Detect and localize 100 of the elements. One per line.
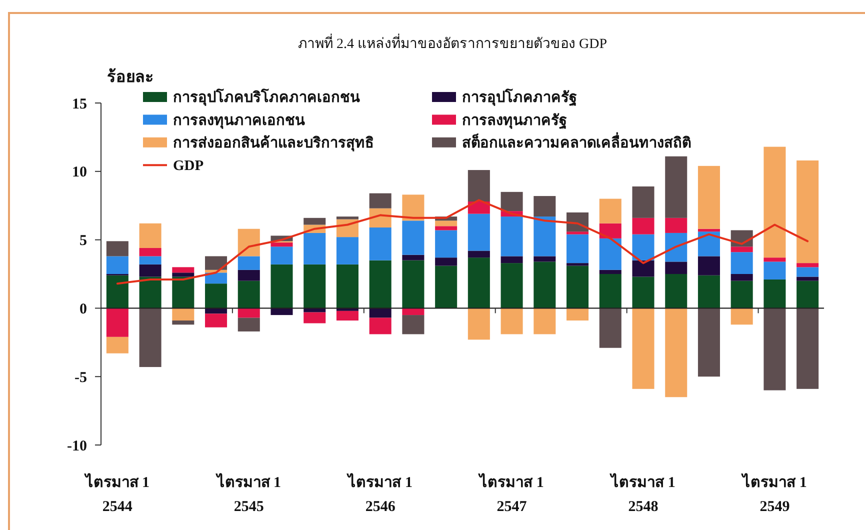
x-tick-label: ไตรมาส 1 2547 — [478, 472, 544, 515]
bar — [238, 228, 260, 256]
bar — [698, 308, 720, 377]
bar — [468, 250, 490, 258]
bar — [698, 275, 720, 308]
bar — [270, 308, 293, 316]
bar — [402, 260, 424, 308]
bar — [270, 246, 293, 264]
y-tick-label: 15 — [72, 96, 87, 112]
x-tick-label: ไตรมาส 1 2548 — [609, 472, 676, 515]
bar — [106, 275, 128, 308]
bar — [764, 262, 786, 280]
bar — [270, 264, 293, 308]
bar — [468, 170, 490, 202]
bar — [665, 232, 688, 262]
bar — [566, 232, 589, 234]
y-tick-label: 5 — [80, 233, 87, 250]
bar — [369, 193, 392, 208]
bar — [238, 256, 260, 270]
bar — [369, 227, 392, 260]
bar — [468, 258, 490, 308]
bar — [599, 274, 622, 308]
legend-label: การลงทุนภาคเอกชน — [173, 112, 305, 129]
bar — [534, 256, 556, 262]
bar — [270, 242, 293, 247]
bar — [468, 214, 490, 251]
bar — [172, 276, 194, 308]
bar — [730, 246, 753, 252]
bar — [534, 196, 556, 217]
bar — [106, 256, 128, 274]
bar — [336, 237, 358, 264]
bar — [665, 156, 688, 218]
bar — [698, 228, 720, 232]
bar — [566, 234, 589, 264]
bar — [139, 276, 162, 308]
bar — [238, 280, 260, 308]
bar — [139, 264, 162, 277]
bar — [632, 234, 654, 260]
bar — [500, 308, 523, 334]
y-tick-label: 0 — [80, 301, 87, 318]
bar — [566, 266, 589, 308]
bar — [205, 272, 228, 284]
bar — [534, 308, 556, 334]
bar — [500, 263, 523, 308]
bar — [139, 256, 162, 264]
x-tick-label: ไตรมาส 1 2546 — [346, 472, 412, 515]
bar — [402, 315, 424, 334]
bar — [566, 263, 589, 266]
y-axis-title: ร้อยละ — [107, 68, 154, 86]
x-tick-label: ไตรมาส 1 2549 — [740, 472, 807, 515]
bar — [369, 308, 392, 318]
bar — [402, 194, 424, 221]
bar — [500, 192, 523, 212]
bar — [698, 166, 720, 229]
bar — [698, 256, 720, 276]
bar — [435, 220, 458, 226]
bar — [796, 267, 819, 277]
bar — [500, 216, 523, 256]
bar — [435, 230, 458, 258]
bar — [730, 274, 753, 281]
bar — [665, 308, 688, 398]
bar — [238, 270, 260, 281]
bar — [139, 223, 162, 248]
bar — [336, 216, 358, 220]
bar — [336, 264, 358, 308]
bar — [336, 310, 358, 321]
bar — [205, 284, 228, 308]
y-tick-label: -10 — [67, 438, 87, 454]
bar — [205, 256, 228, 270]
bar — [304, 264, 326, 308]
bar — [106, 241, 128, 256]
bar — [632, 186, 654, 218]
bar — [665, 274, 688, 308]
bar — [599, 238, 622, 270]
x-tick-label: ไตรมาส 1 2545 — [214, 472, 282, 515]
bar — [796, 308, 819, 389]
bar — [599, 308, 622, 348]
x-tick-label: ไตรมาส 1 2544 — [83, 472, 150, 515]
legend-label: การอุปโภคภาครัฐ — [462, 88, 577, 108]
bar — [500, 256, 523, 264]
bar — [534, 216, 556, 256]
bar — [796, 160, 819, 264]
bar — [632, 218, 654, 234]
bar — [304, 218, 326, 225]
bar — [205, 314, 228, 328]
bar — [304, 232, 326, 264]
bar — [304, 312, 326, 324]
bar — [468, 308, 490, 340]
bar — [764, 258, 786, 262]
bar — [665, 218, 688, 233]
legend-label: การอุปโภคบริโภคภาคเอกชน — [173, 88, 360, 106]
bar — [796, 276, 819, 281]
bar — [764, 146, 786, 258]
bar — [665, 262, 688, 274]
bar — [764, 308, 786, 390]
y-tick-label: 10 — [72, 164, 87, 181]
bar — [402, 220, 424, 255]
bar — [796, 280, 819, 308]
bar — [106, 336, 128, 354]
legend-label: การส่งออกสินค้าและบริการสุทธิ — [173, 134, 374, 152]
